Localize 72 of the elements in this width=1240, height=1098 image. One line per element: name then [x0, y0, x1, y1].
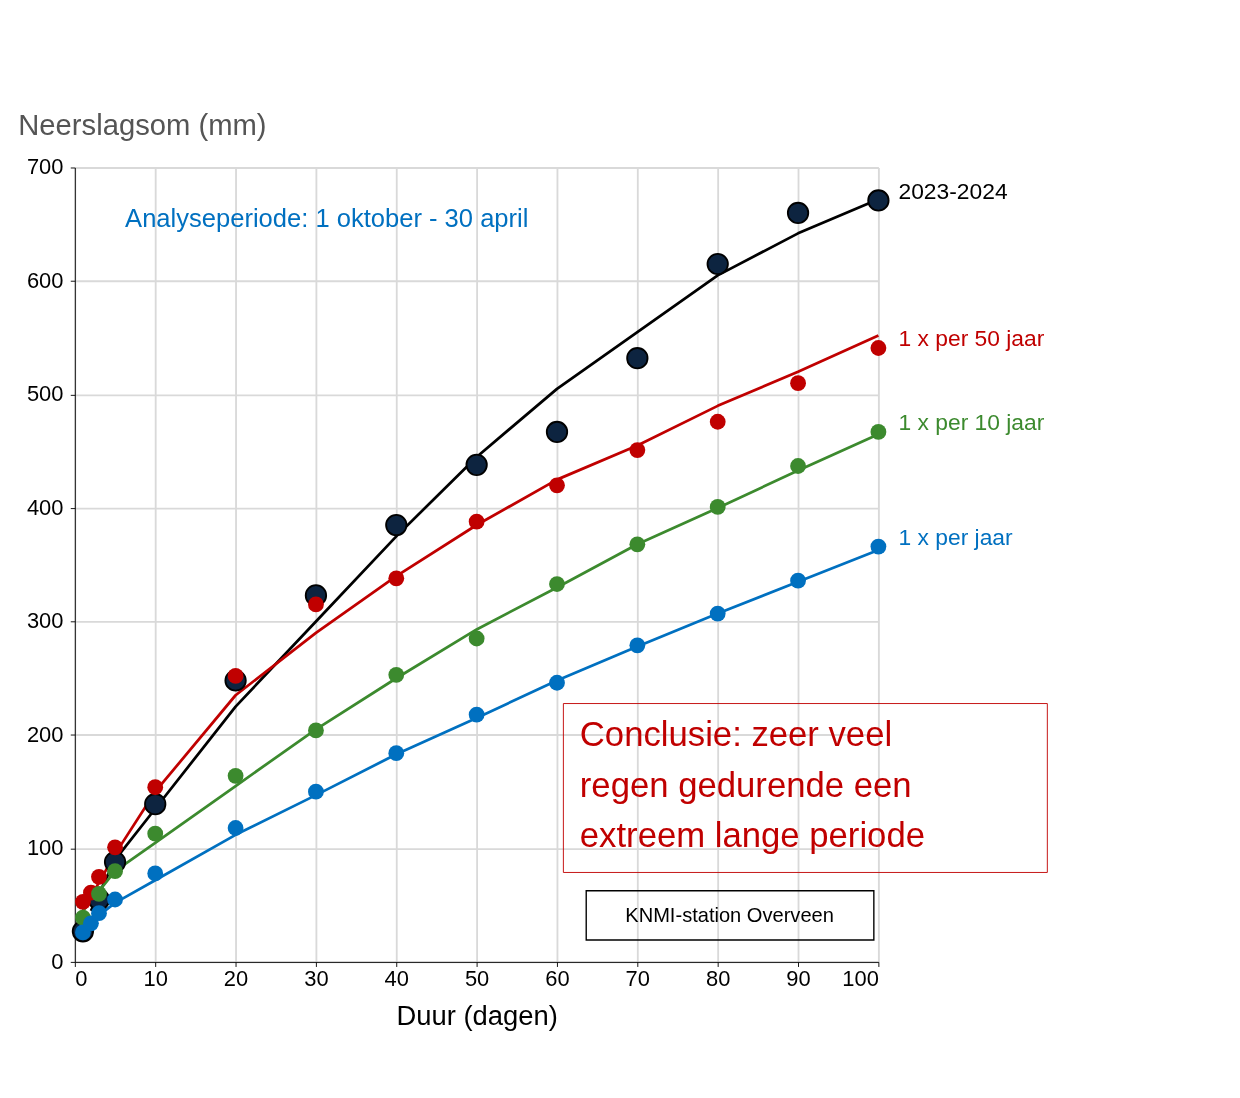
- x-tick-label: 30: [304, 966, 329, 992]
- series-label: 1 x per 10 jaar: [898, 409, 1045, 436]
- point: [147, 865, 164, 882]
- point: [867, 189, 890, 212]
- point: [147, 779, 164, 796]
- series-label: 1 x per jaar: [898, 523, 1014, 550]
- point: [786, 201, 810, 225]
- y-tick-label: 600: [26, 267, 64, 293]
- x-tick-label: 60: [545, 966, 570, 992]
- point: [385, 513, 408, 537]
- point: [709, 413, 726, 430]
- point: [870, 538, 887, 555]
- x-tick-label: 40: [384, 966, 409, 992]
- y-axis-title: Neerslagsom (mm): [18, 108, 267, 141]
- point: [388, 745, 405, 762]
- point: [227, 820, 244, 836]
- y-tick-label: 400: [26, 494, 64, 520]
- point: [83, 915, 99, 932]
- point: [549, 576, 565, 592]
- point: [629, 442, 646, 459]
- point: [549, 674, 565, 691]
- series-label: 2023-2024: [898, 177, 1008, 204]
- point: [227, 767, 244, 784]
- point: [629, 637, 646, 654]
- point: [107, 839, 123, 856]
- point: [545, 420, 569, 444]
- point: [388, 666, 405, 683]
- point: [308, 722, 324, 739]
- point: [626, 347, 649, 370]
- x-tick-label: 100: [842, 966, 879, 992]
- point: [147, 825, 164, 842]
- point: [308, 783, 324, 800]
- point: [144, 793, 167, 816]
- point: [308, 596, 324, 613]
- annotation: KNMI-station Overveen: [625, 903, 834, 926]
- x-tick-label: 50: [464, 966, 490, 992]
- x-tick-label: 70: [625, 966, 650, 992]
- annotation: Conclusie: zeer veel regen gedurende een extreem lange periode: [579, 715, 925, 854]
- point: [706, 252, 729, 276]
- point: [709, 605, 726, 622]
- point: [388, 570, 405, 587]
- y-tick-label: 300: [26, 608, 64, 634]
- y-tick-label: 200: [26, 721, 64, 747]
- point: [549, 477, 565, 494]
- point: [91, 905, 107, 922]
- point: [790, 375, 806, 392]
- x-tick-label: 80: [705, 966, 731, 992]
- point: [790, 572, 806, 589]
- point: [91, 885, 107, 902]
- y-tick-label: 100: [26, 835, 64, 861]
- x-axis-title: Duur (dagen): [396, 1000, 558, 1032]
- x-tick-label: 90: [786, 966, 811, 992]
- y-tick-label: 500: [26, 381, 64, 407]
- annotation: Analyseperiode: 1 oktober - 30 april: [125, 203, 529, 232]
- point: [91, 868, 107, 885]
- x-tick-label: 20: [223, 966, 249, 992]
- point: [468, 630, 485, 647]
- point: [465, 453, 488, 476]
- y-tick-label: 0: [51, 948, 64, 974]
- series-label: 1 x per 50 jaar: [898, 325, 1045, 352]
- point: [468, 513, 485, 530]
- point: [107, 891, 123, 908]
- point: [468, 706, 485, 723]
- point: [870, 424, 887, 440]
- x-tick-label: 0: [75, 966, 88, 992]
- point: [629, 536, 646, 553]
- point: [790, 458, 806, 474]
- point: [709, 498, 726, 515]
- y-tick-label: 700: [26, 154, 64, 180]
- x-tick-label: 10: [143, 966, 168, 992]
- point: [870, 340, 887, 356]
- point: [107, 863, 123, 880]
